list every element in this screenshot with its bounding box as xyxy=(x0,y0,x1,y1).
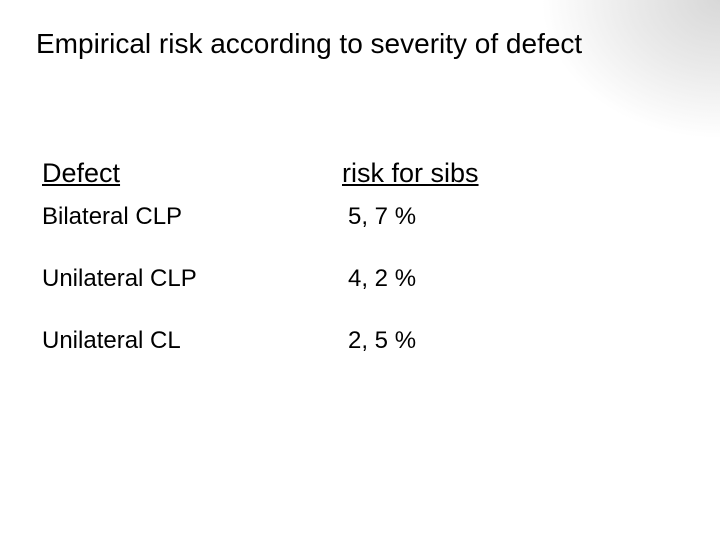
cell-defect: Bilateral CLP xyxy=(42,203,342,231)
header-defect: Defect xyxy=(42,158,342,189)
cell-defect: Unilateral CLP xyxy=(42,265,342,293)
cell-risk: 4, 2 % xyxy=(342,265,622,293)
table-header-row: Defect risk for sibs xyxy=(42,158,642,189)
corner-gradient xyxy=(540,0,720,140)
header-risk: risk for sibs xyxy=(342,158,622,189)
table-row: Bilateral CLP 5, 7 % xyxy=(42,203,642,231)
cell-defect: Unilateral CL xyxy=(42,327,342,355)
risk-table: Defect risk for sibs Bilateral CLP 5, 7 … xyxy=(42,158,642,389)
cell-risk: 5, 7 % xyxy=(342,203,622,231)
table-row: Unilateral CLP 4, 2 % xyxy=(42,265,642,293)
cell-risk: 2, 5 % xyxy=(342,327,622,355)
slide-title: Empirical risk according to severity of … xyxy=(36,28,582,60)
table-row: Unilateral CL 2, 5 % xyxy=(42,327,642,355)
